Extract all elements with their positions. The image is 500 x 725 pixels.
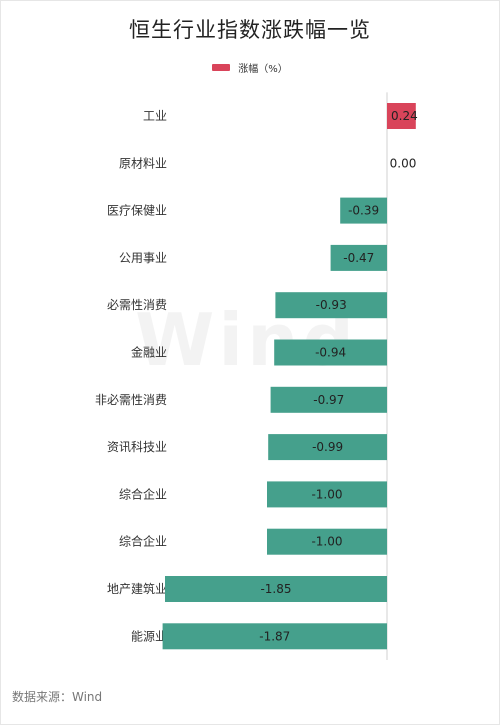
category-label: 能源业 bbox=[131, 629, 167, 643]
value-label: -1.00 bbox=[311, 535, 342, 549]
value-label: -0.99 bbox=[312, 440, 343, 454]
legend-swatch bbox=[212, 64, 231, 71]
value-label: -1.87 bbox=[259, 629, 290, 643]
value-label: -1.85 bbox=[260, 582, 291, 596]
category-label: 必需性消费 bbox=[107, 298, 167, 312]
bar bbox=[340, 197, 387, 224]
bar bbox=[165, 576, 387, 602]
category-label: 公用事业 bbox=[119, 251, 167, 265]
category-label: 工业 bbox=[143, 109, 167, 123]
value-label: -0.93 bbox=[316, 298, 347, 312]
value-label: -0.97 bbox=[313, 393, 344, 407]
value-label: -0.39 bbox=[348, 204, 379, 218]
category-label: 医疗保健业 bbox=[107, 204, 167, 218]
category-label: 非必需性消费 bbox=[95, 393, 167, 407]
legend: 涨幅（%） bbox=[0, 60, 500, 75]
bar bbox=[267, 528, 387, 555]
value-label: 0.00 bbox=[390, 156, 417, 170]
category-label: 综合企业 bbox=[119, 486, 167, 501]
value-label: -1.00 bbox=[311, 487, 342, 501]
category-label: 原材料业 bbox=[119, 156, 167, 170]
category-label: 资讯科技业 bbox=[107, 440, 167, 454]
category-label: 地产建筑业 bbox=[107, 581, 167, 596]
source-note: 数据来源：Wind bbox=[12, 690, 103, 704]
bar bbox=[267, 481, 387, 508]
chart-title: 恒生行业指数涨跌幅一览 bbox=[129, 18, 371, 42]
category-label: 金融业 bbox=[131, 345, 167, 360]
bar bbox=[268, 434, 387, 461]
value-label: 0.24 bbox=[391, 109, 418, 123]
value-label: -0.94 bbox=[315, 346, 346, 360]
bar bbox=[330, 244, 387, 271]
value-label: -0.47 bbox=[343, 251, 374, 265]
legend-label: 涨幅（%） bbox=[238, 64, 288, 75]
bar bbox=[275, 292, 387, 319]
bar bbox=[270, 386, 387, 413]
category-label: 综合企业 bbox=[119, 534, 167, 549]
bar bbox=[387, 103, 416, 129]
bar bbox=[274, 339, 387, 366]
bar bbox=[162, 623, 387, 650]
